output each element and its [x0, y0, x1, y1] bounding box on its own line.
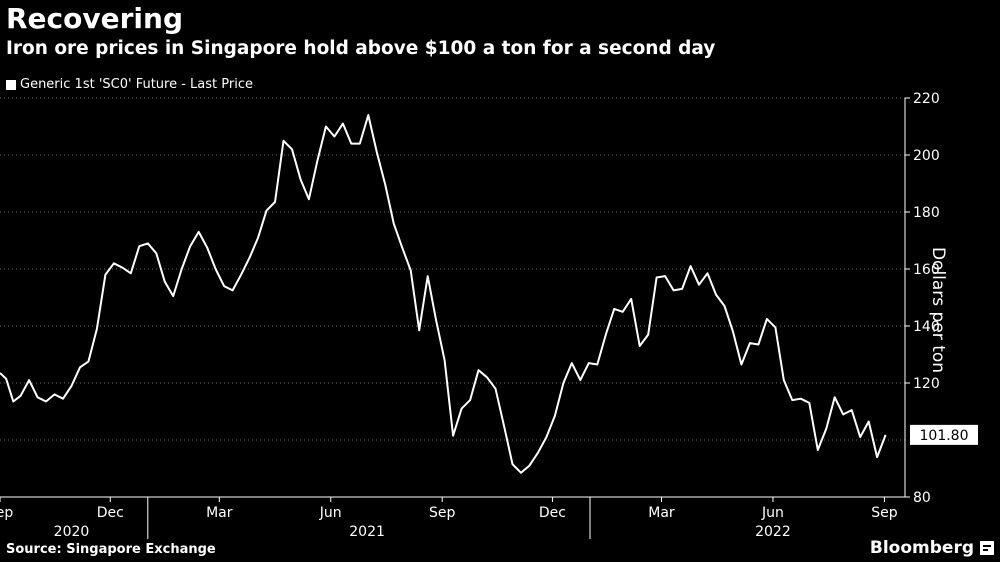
- x-year-label: 2022: [755, 524, 791, 540]
- x-tick-label: Mar: [648, 505, 675, 521]
- x-tick-label: Dec: [97, 505, 124, 521]
- x-year-label: 2020: [54, 524, 90, 540]
- bloomberg-terminal-icon: [980, 541, 994, 555]
- y-tick-label: 180: [913, 205, 940, 221]
- series-group: [0, 114, 887, 474]
- y-tick-label: 80: [913, 490, 931, 506]
- chart-subtitle: Iron ore prices in Singapore hold above …: [6, 38, 716, 59]
- x-tick-label: Mar: [206, 505, 233, 521]
- legend-label: Generic 1st 'SC0' Future - Last Price: [20, 77, 253, 92]
- x-tick-label: Dec: [539, 505, 566, 521]
- x-year-label: 2021: [349, 524, 385, 540]
- x-tick-label: Jun: [319, 505, 342, 521]
- y-axis-label: Dollars per ton: [928, 246, 948, 374]
- x-axis-ticks: Sep Dec Mar Jun Sep Dec Mar Jun Sep 2020 2021 2022: [0, 497, 898, 540]
- legend-swatch: [6, 79, 16, 90]
- brand-wordmark: Bloomberg: [869, 538, 974, 558]
- last-value-label: 101.80: [920, 428, 969, 444]
- source-note: Source: Singapore Exchange: [6, 542, 216, 557]
- last-value-marker: 101.80: [910, 424, 978, 445]
- axes: [0, 98, 906, 498]
- grid-lines: [0, 97, 905, 498]
- legend: Generic 1st 'SC0' Future - Last Price: [6, 77, 253, 92]
- chart-title: Recovering: [6, 2, 184, 35]
- x-tick-label: Jun: [761, 505, 784, 521]
- y-tick-label: 220: [913, 91, 940, 107]
- series-line: [0, 114, 887, 474]
- x-tick-label: Sep: [429, 505, 456, 521]
- y-tick-label: 140: [913, 319, 940, 335]
- x-tick-label: Sep: [871, 505, 898, 521]
- x-tick-label: Sep: [0, 505, 13, 521]
- y-axis-ticks: 80 120 140 160 180 200 220: [905, 91, 940, 506]
- y-tick-label: 200: [913, 148, 940, 164]
- y-tick-label: 120: [913, 376, 940, 392]
- y-tick-label: 160: [913, 262, 940, 278]
- last-value-box: [910, 424, 978, 445]
